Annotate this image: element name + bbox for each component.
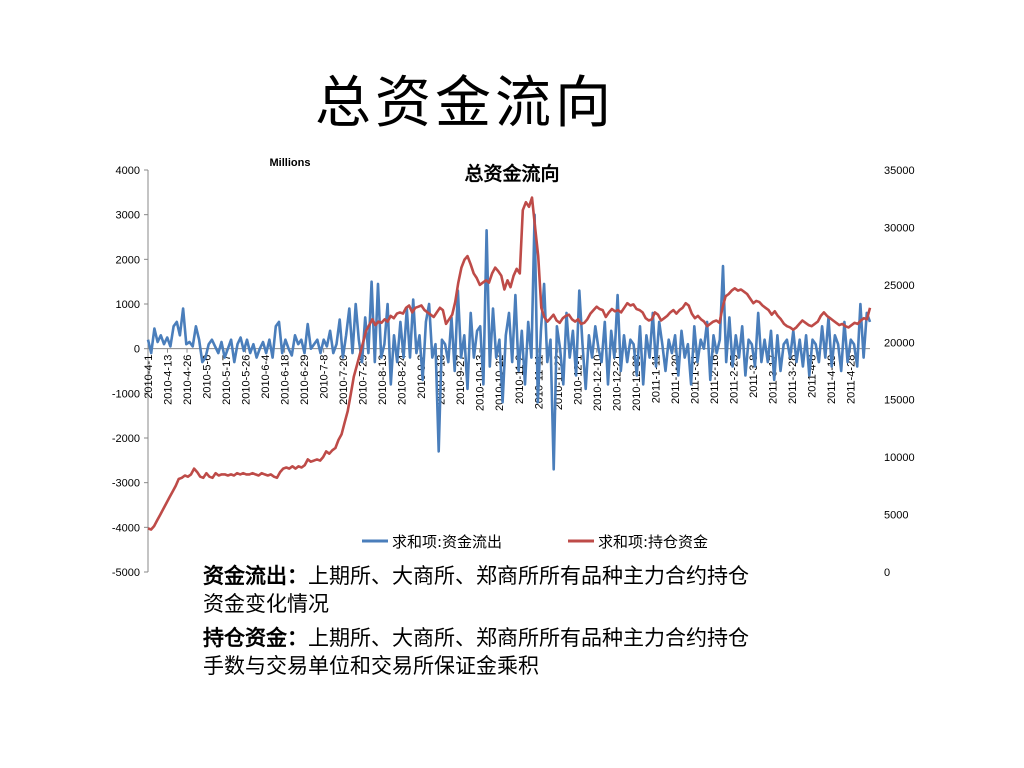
left-tick-label: -4000 [112,522,140,534]
legend-label: 求和项:资金流出 [392,533,502,551]
series-line-position-funds [147,196,872,531]
left-tick-label: -2000 [112,433,140,445]
x-tick-label: 2010-5-6 [202,355,214,399]
x-tick-label: 2010-7-29 [358,355,370,405]
right-tick-label: 10000 [884,452,915,464]
x-tick-label: 2010-4-13 [163,355,175,405]
right-tick-label: 20000 [884,337,915,349]
right-tick-label: 35000 [884,165,915,177]
left-tick-label: -5000 [112,567,140,579]
left-tick-label: -3000 [112,478,140,490]
series-line-fund-outflow [146,213,872,471]
left-tick-label: 3000 [116,210,140,222]
chart-legend: 求和项:资金流出 求和项:持仓资金 [362,533,708,551]
x-tick-label: 2010-5-26 [241,355,253,405]
x-tick-label: 2010-12-10 [592,355,604,411]
x-tick-label: 2010-9-27 [455,355,467,405]
left-tick-label: 0 [134,344,140,356]
x-tick-label: 2010-6-29 [299,355,311,405]
legend-label: 求和项:持仓资金 [598,533,708,551]
x-tick-label: 2011-3-8 [748,355,760,398]
right-tick-label: 15000 [884,395,915,407]
chart-axes: 40003000200010000-1000-2000-3000-4000-50… [112,165,915,579]
note-text-position: 上期所、大商所、郑商所所有品种主力合约持仓手数与交易单位和交易所保证金乘积 [203,626,749,678]
x-tick-label: 2010-12-30 [631,355,643,411]
note-term-outflow: 资金流出： [203,563,308,588]
x-tick-label: 2011-4-28 [845,355,857,404]
right-tick-label: 0 [884,567,890,579]
note-position-funds: 持仓资金：上期所、大商所、郑商所所有品种主力合约持仓手数与交易单位和交易所保证金… [203,624,763,680]
left-axis-unit: Millions [270,157,311,169]
x-tick-label: 2011-1-11 [650,355,662,404]
x-tick-label: 2010-4-1 [143,355,155,399]
left-tick-label: -1000 [112,388,140,400]
x-tick-label: 2010-8-13 [377,355,389,405]
x-tick-label: 2011-3-28 [787,355,799,404]
x-tick-label: 2011-2-25 [728,355,740,404]
x-tick-label: 2011-4-19 [826,355,838,404]
right-tick-label: 25000 [884,280,915,292]
left-tick-label: 2000 [116,254,140,266]
note-term-position: 持仓资金： [203,625,308,650]
note-fund-outflow: 资金流出：上期所、大商所、郑商所所有品种主力合约持仓资金变化情况 [203,562,763,618]
chart-series [146,196,872,531]
left-tick-label: 1000 [116,299,140,311]
x-tick-label: 2010-7-8 [319,355,331,399]
x-tick-label: 2010-6-4 [260,355,272,399]
note-text-outflow: 上期所、大商所、郑商所所有品种主力合约持仓资金变化情况 [203,564,749,616]
left-tick-label: 4000 [116,165,140,177]
x-tick-label: 2010-5-17 [221,355,233,405]
x-tick-label: 2010-6-18 [280,355,292,405]
right-tick-label: 30000 [884,222,915,234]
chart-title: 总资金流向 [464,162,559,185]
x-tick-label: 2010-7-20 [338,355,350,405]
slide-title: 总资金流向 [315,71,615,136]
right-tick-label: 5000 [884,510,908,522]
x-tick-label: 2010-4-26 [182,355,194,405]
x-tick-label: 2010-8-24 [397,355,409,405]
